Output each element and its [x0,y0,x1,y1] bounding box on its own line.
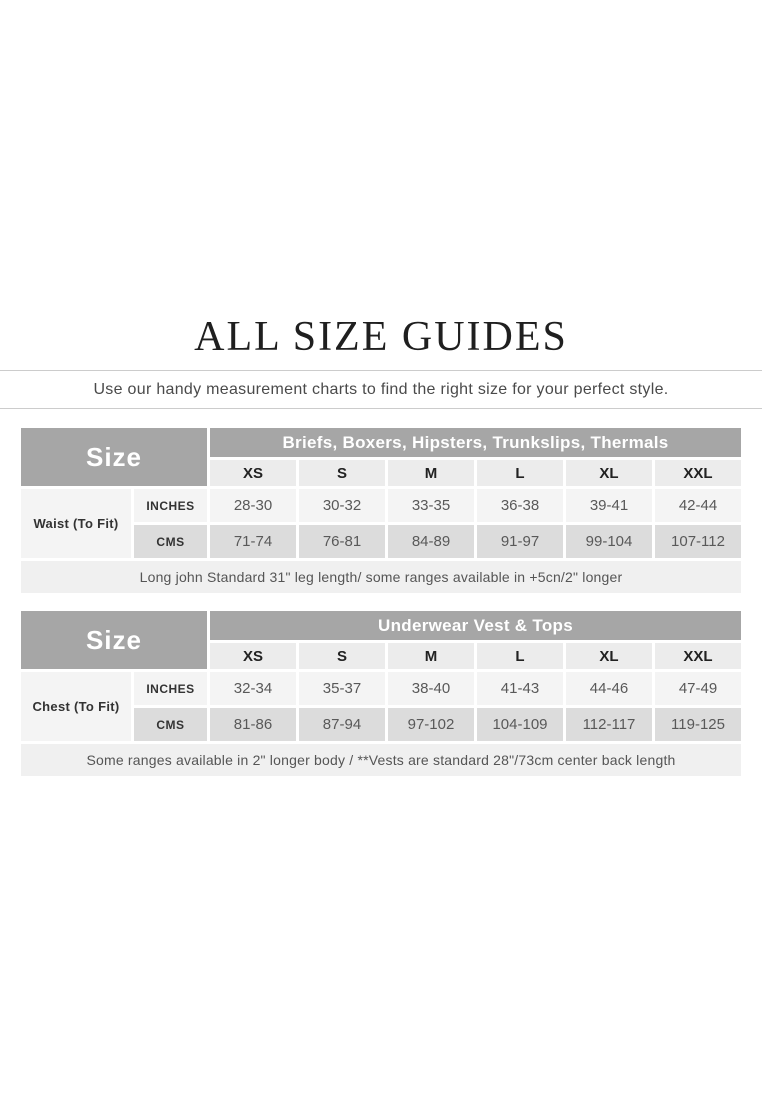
size-table-vests: Size Underwear Vest & Tops XS S M L XL X… [18,608,744,779]
unit-label-inches: INCHES [134,489,207,522]
table-cell: 42-44 [655,489,741,522]
table-cell: 35-37 [298,672,385,705]
table-cell: 97-102 [387,708,474,741]
measurement-row-label: Chest (To Fit) [20,672,131,741]
table-cell: 76-81 [299,525,385,558]
size-guide-page: ALL SIZE GUIDES Use our handy measuremen… [0,314,762,779]
table-cell: 99-104 [566,525,652,558]
column-header-s: S [299,460,385,486]
table-cell: 28-30 [210,489,296,522]
column-header-xxl: XXL [655,460,741,486]
column-header-m: M [388,460,474,486]
column-header-xxl: XXL [654,643,742,669]
table-cell: 44-46 [565,672,652,705]
table-cell: 41-43 [476,672,563,705]
column-header-xl: XL [565,643,652,669]
table-cell: 107-112 [655,525,741,558]
unit-label-cms: CMS [134,525,207,558]
group-title: Briefs, Boxers, Hipsters, Trunkslips, Th… [210,428,741,457]
table-cell: 104-109 [476,708,563,741]
table-cell: 112-117 [565,708,652,741]
table-cell: 71-74 [210,525,296,558]
column-header-xl: XL [566,460,652,486]
unit-label-cms: CMS [133,708,207,741]
column-header-m: M [387,643,474,669]
size-header-label: Size [21,428,207,486]
column-header-l: L [476,643,563,669]
table-footnote: Some ranges available in 2" longer body … [20,744,742,776]
table-footnote: Long john Standard 31" leg length/ some … [21,561,741,593]
table-cell: 30-32 [299,489,385,522]
column-header-xs: XS [210,460,296,486]
size-table-briefs: Size Briefs, Boxers, Hipsters, Trunkslip… [18,425,744,596]
table-cell: 33-35 [388,489,474,522]
table-cell: 47-49 [654,672,742,705]
unit-label-inches: INCHES [133,672,207,705]
table-cell: 119-125 [654,708,742,741]
measurement-row-label: Waist (To Fit) [21,489,131,558]
table-cell: 38-40 [387,672,474,705]
column-header-l: L [477,460,563,486]
page-title: ALL SIZE GUIDES [194,314,568,360]
table-cell: 91-97 [477,525,563,558]
column-header-xs: XS [209,643,296,669]
subtitle-band: Use our handy measurement charts to find… [0,370,762,409]
table-cell: 84-89 [388,525,474,558]
table-cell: 39-41 [566,489,652,522]
page-subtitle: Use our handy measurement charts to find… [93,381,669,398]
table-cell: 87-94 [298,708,385,741]
group-title: Underwear Vest & Tops [209,611,742,640]
table-cell: 32-34 [209,672,296,705]
table-cell: 81-86 [209,708,296,741]
table-cell: 36-38 [477,489,563,522]
size-header-label: Size [20,611,207,669]
column-header-s: S [298,643,385,669]
